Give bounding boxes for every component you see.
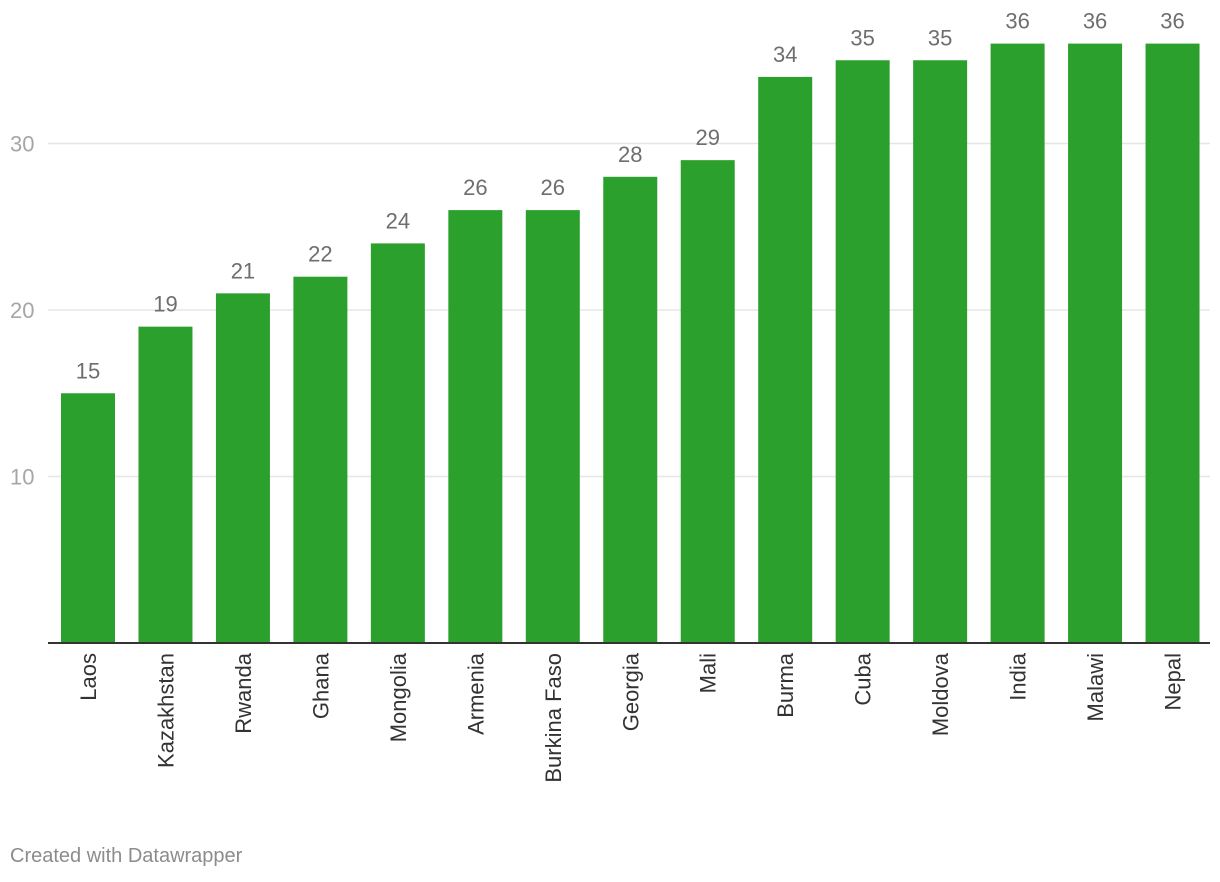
bar [138, 326, 193, 643]
x-tick-label: Nepal [1161, 653, 1186, 710]
x-tick-label: Mongolia [386, 652, 411, 742]
y-tick-label: 30 [10, 132, 34, 157]
value-labels: 15 19 21 22 24 26 26 28 29 34 35 35 36 36 36 [76, 9, 1185, 384]
x-tick-label: Ghana [308, 652, 333, 719]
data-label: 36 [1083, 9, 1107, 34]
data-label: 28 [618, 142, 642, 167]
data-label: 29 [695, 125, 719, 150]
data-label: 26 [541, 175, 565, 200]
y-tick-label: 10 [10, 465, 34, 490]
x-tick-label: Cuba [851, 652, 876, 705]
bar [215, 293, 270, 643]
x-tick-label: Mali [696, 653, 721, 693]
data-label: 34 [773, 42, 797, 67]
x-tick-label: Georgia [618, 652, 643, 731]
bar [525, 210, 580, 643]
bar [913, 60, 968, 643]
x-tick-label: Laos [76, 653, 101, 701]
x-tick-label: Moldova [928, 652, 953, 736]
data-label: 24 [386, 208, 410, 233]
bar [61, 393, 115, 643]
bar [1145, 43, 1200, 644]
x-tick-label: Kazakhstan [153, 653, 178, 768]
data-label: 21 [231, 258, 255, 283]
data-label: 36 [1160, 9, 1184, 34]
x-tick-label: India [1006, 652, 1031, 700]
data-label: 19 [153, 292, 177, 317]
bar [1068, 43, 1123, 644]
data-label: 35 [850, 25, 874, 50]
bar [758, 76, 813, 643]
x-tick-label: Burma [773, 652, 798, 718]
bar [990, 43, 1045, 644]
x-tick-label: Rwanda [231, 652, 256, 733]
x-tick-label: Burkina Faso [541, 653, 566, 783]
bar [370, 243, 425, 643]
data-label: 26 [463, 175, 487, 200]
data-label: 35 [928, 25, 952, 50]
bar [835, 60, 890, 643]
data-label: 36 [1005, 9, 1029, 34]
bar [680, 160, 735, 643]
x-tick-label: Armenia [463, 652, 488, 735]
y-tick-label: 20 [10, 298, 34, 323]
bar [603, 176, 658, 644]
bar [293, 276, 348, 643]
data-label: 22 [308, 242, 332, 267]
data-label: 15 [76, 358, 100, 383]
x-tick-label: Malawi [1083, 653, 1108, 721]
footer-credit: Created with Datawrapper [10, 845, 243, 867]
bars [61, 43, 1200, 644]
category-labels: Laos Kazakhstan Rwanda Ghana Mongolia Armenia… [76, 652, 1186, 782]
bar [448, 210, 503, 643]
